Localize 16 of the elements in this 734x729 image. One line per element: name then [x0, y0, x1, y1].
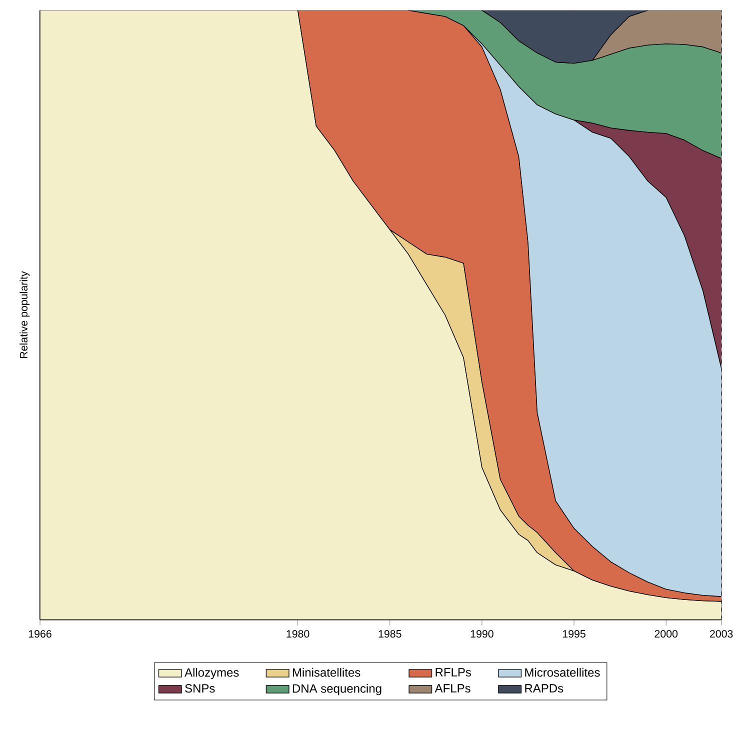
legend-label: RAPDs — [525, 684, 564, 693]
x-tick-label: 1980 — [286, 630, 310, 638]
legend-label: SNPs — [185, 684, 215, 693]
x-tick-label: 1985 — [378, 630, 402, 638]
legend-label: RFLPs — [436, 668, 472, 677]
legend-label: AFLPs — [434, 684, 470, 693]
x-tick-label: 2003 — [710, 630, 733, 638]
y-axis-title: Relative popularity — [20, 271, 30, 358]
legend-label: Microsatellites — [525, 668, 600, 677]
x-tick-label: 1995 — [562, 630, 586, 638]
legend-label: Allozymes — [184, 668, 239, 680]
x-tick-label: 1990 — [470, 630, 494, 638]
legend-label: Minisatellites — [292, 668, 360, 677]
legend-label: DNA sequencing — [292, 684, 382, 696]
x-tick-label: 1966 — [28, 630, 52, 638]
x-tick-label: 2000 — [654, 630, 678, 638]
